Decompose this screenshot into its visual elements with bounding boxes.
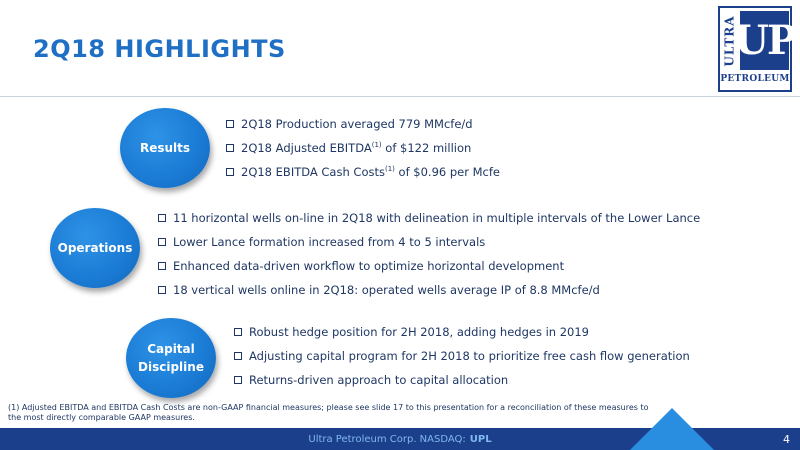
footer-bar <box>0 428 800 450</box>
footnote: (1) Adjusted EBITDA and EBITDA Cash Cost… <box>8 403 649 422</box>
logo-petroleum-wordmark: PETROLEUM <box>720 74 790 84</box>
results-circle: Results <box>120 108 210 188</box>
bullet-text: 2Q18 Adjusted EBITDA(1) of $122 million <box>241 141 472 155</box>
title-divider <box>0 96 800 97</box>
operations-circle: Operations <box>50 208 140 288</box>
footer-ticker: UPL <box>469 433 492 445</box>
checkbox-bullet-icon <box>158 238 166 246</box>
list-item: 2Q18 Adjusted EBITDA(1) of $122 million <box>226 136 500 160</box>
list-item: 18 vertical wells online in 2Q18: operat… <box>158 278 700 302</box>
bullet-text: Returns-driven approach to capital alloc… <box>249 373 509 387</box>
bullet-text: 18 vertical wells online in 2Q18: operat… <box>173 283 600 297</box>
logo-up-mark: UP <box>734 11 797 70</box>
bullet-text: Lower Lance formation increased from 4 t… <box>173 235 486 249</box>
results-label: Results <box>139 141 191 155</box>
list-item: Robust hedge position for 2H 2018, addin… <box>234 320 690 344</box>
page-title: 2Q18 HIGHLIGHTS <box>33 35 286 63</box>
list-item: Lower Lance formation increased from 4 t… <box>158 230 700 254</box>
footnote-marker: (1) <box>371 141 382 150</box>
footer-company-name: Ultra Petroleum Corp. NASDAQ: <box>308 433 466 445</box>
bullet-text: Enhanced data-driven workflow to optimiz… <box>173 259 565 273</box>
checkbox-bullet-icon <box>226 144 234 152</box>
checkbox-bullet-icon <box>158 286 166 294</box>
bullet-text: Adjusting capital program for 2H 2018 to… <box>249 349 690 363</box>
checkbox-bullet-icon <box>234 352 242 360</box>
list-item: 2Q18 EBITDA Cash Costs(1) of $0.96 per M… <box>226 160 500 184</box>
operations-label: Operations <box>57 241 133 255</box>
list-item: Returns-driven approach to capital alloc… <box>234 368 690 392</box>
bullet-text: 2Q18 EBITDA Cash Costs(1) of $0.96 per M… <box>241 165 501 179</box>
list-item: 2Q18 Production averaged 779 MMcfe/d <box>226 112 500 136</box>
footer-company-text: Ultra Petroleum Corp. NASDAQ: UPL <box>0 428 800 450</box>
bullet-text: 11 horizontal wells on-line in 2Q18 with… <box>173 211 701 225</box>
checkbox-bullet-icon <box>158 262 166 270</box>
capital-discipline-circle: Capital Discipline <box>126 318 216 398</box>
checkbox-bullet-icon <box>226 168 234 176</box>
capital-bullet-list: Robust hedge position for 2H 2018, addin… <box>234 320 690 392</box>
company-logo: ULTRA UP PETROLEUM <box>718 6 797 92</box>
results-bullet-list: 2Q18 Production averaged 779 MMcfe/d 2Q1… <box>226 112 500 184</box>
capital-discipline-label: Capital Discipline <box>138 342 204 374</box>
page-number: 4 <box>783 432 790 446</box>
bullet-text: 2Q18 Production averaged 779 MMcfe/d <box>241 117 473 131</box>
checkbox-bullet-icon <box>234 328 242 336</box>
checkbox-bullet-icon <box>226 120 234 128</box>
bullet-text: Robust hedge position for 2H 2018, addin… <box>249 325 589 339</box>
checkbox-bullet-icon <box>234 376 242 384</box>
footnote-marker: (1) <box>384 165 395 174</box>
list-item: Enhanced data-driven workflow to optimiz… <box>158 254 700 278</box>
checkbox-bullet-icon <box>158 214 166 222</box>
list-item: Adjusting capital program for 2H 2018 to… <box>234 344 690 368</box>
operations-bullet-list: 11 horizontal wells on-line in 2Q18 with… <box>158 206 700 302</box>
list-item: 11 horizontal wells on-line in 2Q18 with… <box>158 206 700 230</box>
